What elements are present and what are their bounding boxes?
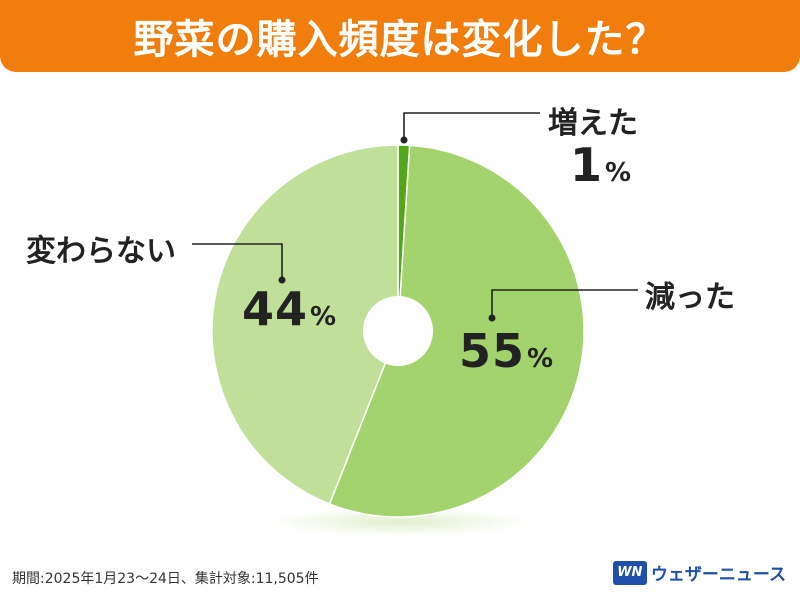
leader-decreased-dot bbox=[488, 314, 496, 322]
slice-value-decreased: 55% bbox=[459, 324, 554, 378]
leader-unchanged bbox=[192, 243, 283, 280]
value-unit: % bbox=[605, 158, 633, 188]
brand-name: ウェザーニュース bbox=[650, 565, 786, 585]
slice-value-unchanged: 44% bbox=[242, 282, 337, 336]
chart-reflection bbox=[270, 508, 530, 536]
leader-decreased bbox=[491, 289, 638, 318]
leader-increased-dot bbox=[400, 136, 408, 144]
chart-title: 野菜の購入頻度は変化した？ bbox=[133, 17, 667, 63]
slice-decreased bbox=[328, 144, 585, 518]
slice-label-unchanged: 変わらない bbox=[26, 234, 176, 269]
slice-value-increased: 1% bbox=[570, 138, 632, 192]
slice-label-increased: 増えた bbox=[548, 106, 638, 141]
value-number: 44 bbox=[242, 282, 309, 336]
title-bar: 野菜の購入頻度は変化した？ bbox=[0, 0, 800, 72]
value-unit: % bbox=[527, 344, 555, 374]
brand: WN ウェザーニュース bbox=[612, 560, 786, 585]
value-number: 55 bbox=[459, 324, 526, 378]
slice-unchanged bbox=[211, 144, 399, 505]
leader-unchanged-dot bbox=[278, 276, 286, 284]
leader-increased bbox=[403, 112, 540, 140]
value-unit: % bbox=[310, 302, 338, 332]
footer-note: 期間:2025年1月23～24日、集計対象:11,505件 bbox=[12, 571, 319, 587]
donut-hole bbox=[363, 296, 433, 366]
slice-label-decreased: 減った bbox=[645, 280, 735, 315]
brand-logo: WN bbox=[612, 560, 647, 585]
value-number: 1 bbox=[570, 138, 604, 192]
